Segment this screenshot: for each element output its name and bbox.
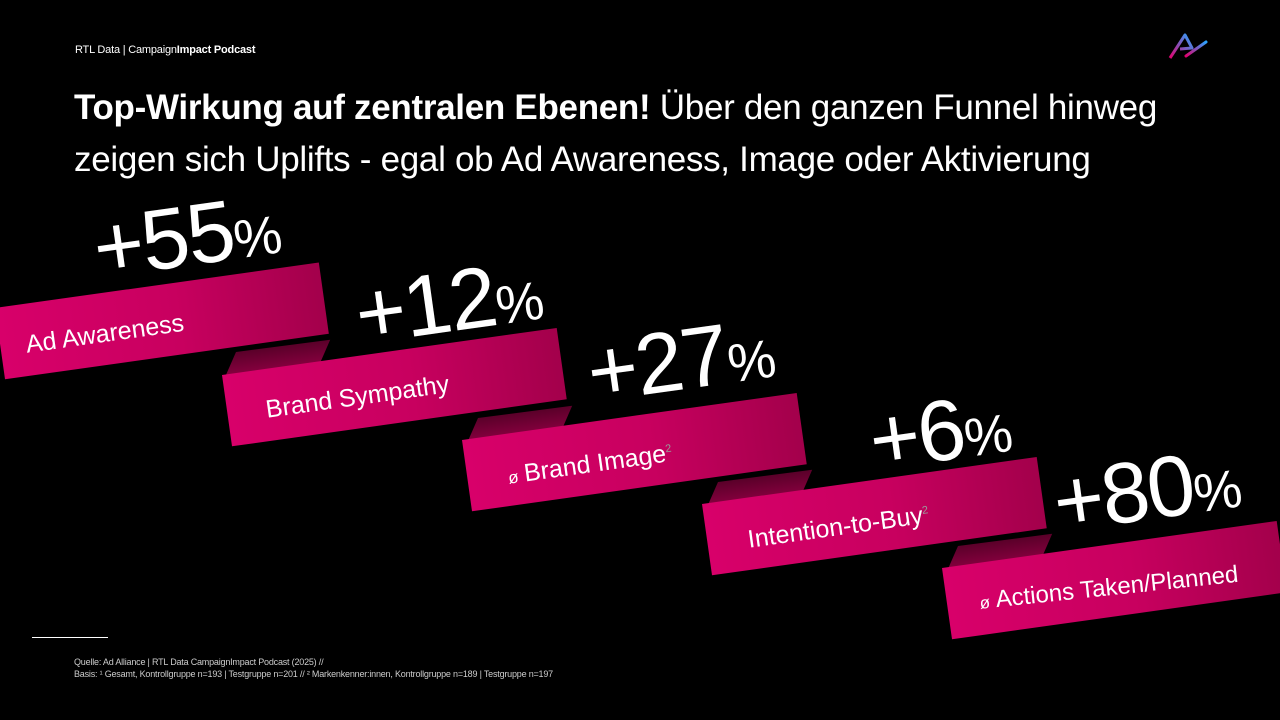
metric-unit: % xyxy=(1189,458,1246,525)
average-symbol: ø xyxy=(506,467,520,488)
page-title-bold: Top-Wirkung auf zentralen Ebenen! xyxy=(74,88,651,127)
metric-unit: % xyxy=(723,328,780,395)
metric-number: +55 xyxy=(87,182,240,297)
brand-label: RTL Data | CampaignImpact Podcast xyxy=(75,44,255,56)
base-line: Basis: ¹ Gesamt, Kontrollgruppe n=193 | … xyxy=(74,669,553,679)
metric-unit: % xyxy=(491,270,548,337)
logo-icon xyxy=(1168,33,1208,59)
metric-number: +6 xyxy=(863,380,970,489)
metric-unit: % xyxy=(229,204,286,271)
footnote-divider xyxy=(32,637,108,638)
page-title: Top-Wirkung auf zentralen Ebenen! Über d… xyxy=(74,82,1234,186)
metric-number: +12 xyxy=(349,248,502,363)
metric-number: +80 xyxy=(1047,436,1200,551)
metric-unit: % xyxy=(960,402,1017,469)
brand-label-bold: Impact Podcast xyxy=(176,44,256,56)
source-line: Quelle: Ad Alliance | RTL Data CampaignI… xyxy=(74,657,324,667)
source-footnote: Quelle: Ad Alliance | RTL Data CampaignI… xyxy=(74,656,553,680)
page-title-regular: Über den ganzen Funnel hinweg zeigen sic… xyxy=(74,88,1158,179)
metric-number: +27 xyxy=(581,306,734,421)
average-symbol: ø xyxy=(978,592,991,613)
brand-label-plain: RTL Data | Campaign xyxy=(75,44,177,56)
